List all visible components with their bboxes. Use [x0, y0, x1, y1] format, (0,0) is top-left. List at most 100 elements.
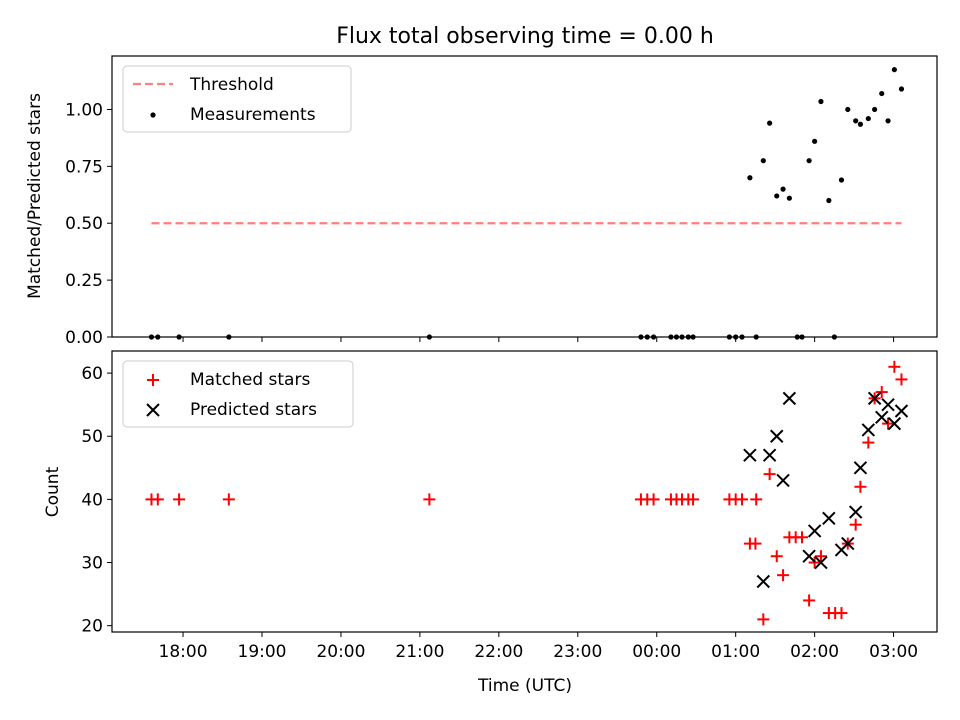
matched-star-point — [796, 531, 808, 544]
top-legend-box — [122, 65, 352, 133]
matched-star-point — [222, 493, 235, 506]
bottom-legend: Matched stars Predicted stars — [122, 360, 354, 428]
legend-predicted-swatch — [146, 403, 160, 417]
matched-star-point — [173, 493, 186, 506]
measurement-point — [747, 175, 753, 181]
measurement-point — [865, 115, 871, 122]
measurement-point — [838, 177, 845, 183]
measurement-point — [799, 334, 805, 340]
measurement-point — [812, 138, 818, 144]
top-y-tick-label: 0.50 — [65, 214, 103, 234]
measurement-point — [644, 334, 650, 340]
matched-star-point — [757, 613, 770, 626]
predicted-star-point — [848, 505, 863, 519]
measurement-point — [650, 334, 657, 340]
legend-measurements-label: Measurements — [190, 105, 316, 125]
predicted-star-point — [894, 404, 909, 418]
measurement-point — [774, 193, 780, 199]
x-tick-label: 00:00 — [632, 642, 681, 662]
matched-star-point — [835, 607, 848, 620]
matched-star-point — [151, 493, 164, 506]
predicted-star-point — [853, 461, 868, 475]
legend-matched-swatch — [147, 374, 159, 386]
bottom-y-axis-label: Count — [43, 466, 63, 517]
bottom-legend-box — [122, 360, 354, 428]
top-y-tick-label: 0.00 — [65, 328, 103, 348]
predicted-star-point — [867, 391, 882, 406]
measurement-point — [831, 334, 837, 340]
measurement-point — [148, 334, 155, 340]
measurement-point — [857, 121, 864, 127]
matched-star-point — [814, 550, 827, 563]
matched-star-point — [803, 594, 816, 607]
legend-matched-label: Matched stars — [190, 370, 310, 390]
matched-star-point — [736, 493, 748, 506]
legend-threshold-label: Threshold — [189, 75, 274, 95]
measurement-point — [673, 334, 680, 340]
bottom-y-tick-label: 40 — [81, 490, 103, 510]
predicted-star-point — [807, 524, 822, 538]
legend-predicted-label: Predicted stars — [190, 400, 317, 420]
matched-star-point — [763, 468, 776, 481]
measurement-point — [780, 186, 786, 192]
measurement-point — [753, 334, 759, 340]
measurement-point — [767, 120, 773, 126]
predicted-star-point — [822, 511, 836, 526]
top-panel-marks — [148, 67, 905, 340]
predicted-star-point — [782, 391, 797, 406]
matched-star-point — [882, 417, 895, 430]
predicted-star-point — [776, 473, 790, 488]
measurement-point — [879, 90, 885, 97]
measurement-point — [853, 118, 859, 124]
bottom-panel-marks — [145, 360, 909, 626]
flux-ratio-panel: 0.00 0.25 0.50 0.75 1.00 Matched/Predicted s… — [25, 55, 938, 348]
measurement-point — [739, 334, 745, 340]
measurement-point — [690, 334, 696, 340]
top-legend: Threshold Measurements — [122, 65, 352, 133]
matched-star-point — [750, 493, 763, 506]
measurement-point — [226, 334, 232, 340]
measurement-point — [760, 158, 766, 164]
measurement-point — [826, 197, 832, 204]
matched-star-point — [875, 386, 888, 399]
bottom-y-tick-label: 20 — [81, 617, 103, 637]
measurement-point — [155, 334, 161, 340]
bottom-x-ticks: 18:00 19:00 20:00 21:00 22:00 23:00 00:00 01:00… — [159, 632, 918, 662]
predicted-star-point — [875, 410, 889, 425]
measurement-point — [794, 334, 800, 340]
measurement-point — [818, 98, 824, 105]
predicted-star-point — [861, 423, 876, 437]
bottom-y-tick-label: 60 — [81, 364, 103, 384]
matched-star-point — [770, 550, 783, 563]
predicted-star-point — [887, 416, 902, 431]
x-tick-label: 22:00 — [474, 642, 523, 662]
measurement-point — [872, 106, 878, 113]
matched-star-point — [854, 480, 867, 493]
matched-star-point — [862, 436, 875, 449]
matched-star-point — [777, 569, 790, 582]
measurement-point — [786, 195, 792, 201]
bottom-axes-frame — [111, 350, 938, 633]
predicted-star-point — [802, 549, 816, 563]
measurement-point — [426, 334, 432, 340]
matched-star-point — [647, 493, 660, 506]
predicted-star-point — [762, 448, 777, 462]
legend-measurements-swatch — [150, 112, 156, 118]
matched-star-point — [423, 493, 436, 506]
matched-star-point — [849, 518, 862, 531]
measurement-point — [845, 106, 851, 113]
predicted-star-point — [743, 448, 757, 462]
predicted-star-point — [841, 536, 855, 551]
top-y-tick-label: 0.25 — [65, 271, 103, 291]
x-tick-label: 01:00 — [711, 642, 760, 662]
predicted-star-point — [756, 574, 771, 589]
matched-star-point — [687, 493, 700, 506]
measurement-point — [806, 158, 812, 164]
bottom-y-tick-label: 30 — [81, 554, 103, 574]
top-y-tick-label: 0.75 — [65, 157, 103, 177]
top-y-tick-label: 1.00 — [65, 100, 103, 120]
measurement-point — [638, 334, 644, 340]
measurement-point — [685, 334, 691, 340]
x-tick-label: 18:00 — [159, 642, 208, 662]
matched-star-point — [895, 373, 908, 386]
